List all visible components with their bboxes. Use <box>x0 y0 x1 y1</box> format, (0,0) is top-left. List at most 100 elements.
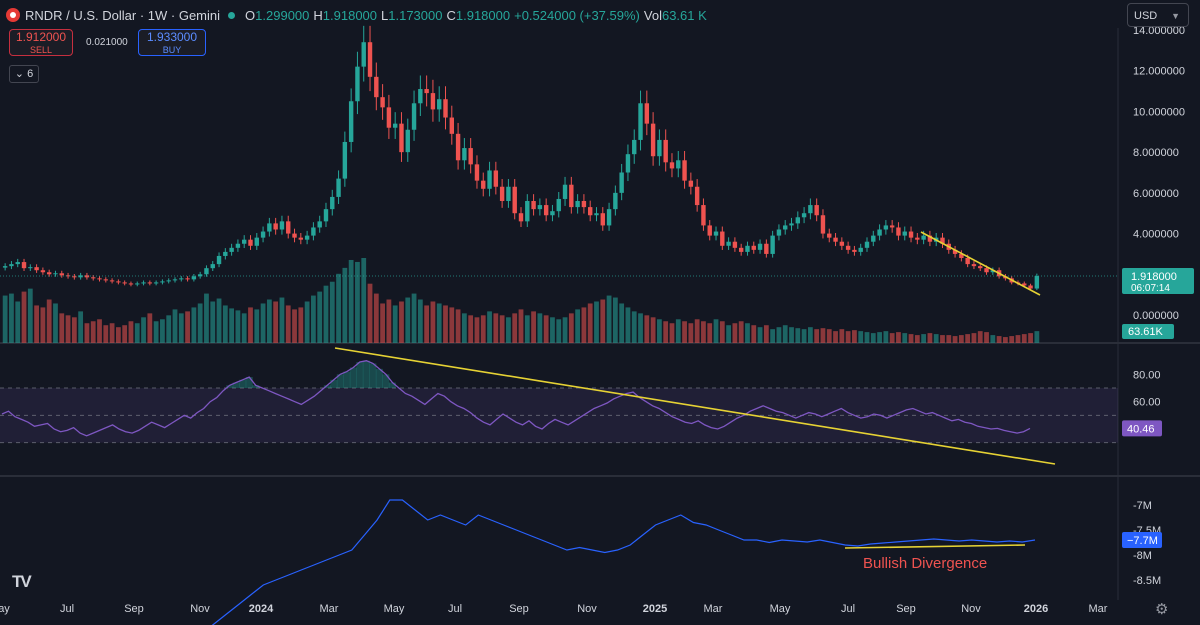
countdown-label: 06:07:14 <box>1131 283 1170 294</box>
volume-bar <box>713 319 719 343</box>
candle <box>279 221 285 230</box>
candle <box>317 221 322 228</box>
volume-bar <box>323 285 329 343</box>
volume-bar <box>311 295 316 343</box>
volume-bar <box>342 267 348 343</box>
volume-bar <box>1015 335 1021 343</box>
volume-bar <box>694 319 700 343</box>
rsi-line <box>1 360 1031 437</box>
volume-bar <box>90 321 96 343</box>
candle <box>827 233 832 238</box>
symbol-title[interactable]: RNDR / U.S. Dollar · 1W · Gemini <box>25 7 221 23</box>
volume-bar <box>782 325 788 343</box>
volume-bar <box>380 303 385 343</box>
candle <box>254 237 259 246</box>
volume-bar <box>141 317 146 343</box>
time-axis-tick-label: May <box>384 603 405 615</box>
volume-bar <box>531 311 536 343</box>
volume-bar <box>518 309 524 343</box>
candle <box>531 201 536 210</box>
volume-bar <box>134 323 140 343</box>
sell-button[interactable]: 1.912000 SELL <box>9 29 73 56</box>
volume-bar <box>329 281 335 343</box>
candle <box>770 235 775 254</box>
volume-badge-label: 63.61K <box>1128 326 1164 338</box>
last-price-label: 1.918000 <box>1131 271 1177 283</box>
candle <box>103 279 109 281</box>
candle <box>569 184 574 208</box>
sell-price: 1.912000 <box>15 30 67 44</box>
indicators-toggle-button[interactable]: ⌄ 6 <box>9 65 39 83</box>
volume-bar <box>373 293 379 343</box>
candle <box>858 247 863 252</box>
candle <box>241 239 247 244</box>
candle <box>336 178 341 197</box>
price-axis-tick-label: 4.000000 <box>1133 229 1179 241</box>
volume-bar <box>59 313 65 343</box>
last-price-badge <box>1122 267 1194 294</box>
volume-bar <box>84 323 90 343</box>
candle <box>40 270 46 273</box>
volume-bar <box>248 307 253 343</box>
candle <box>468 148 473 165</box>
indicators-count: 6 <box>27 68 34 80</box>
volume-bar <box>241 313 247 343</box>
candle <box>650 123 656 157</box>
buy-button[interactable]: 1.933000 BUY <box>138 29 206 56</box>
candle <box>53 273 58 275</box>
volume-bar <box>984 332 989 343</box>
volume-bar <box>738 321 744 343</box>
volume-bar <box>587 303 593 343</box>
volume-bar <box>9 293 14 343</box>
candle <box>701 205 706 226</box>
candle <box>606 209 612 226</box>
volume-bar <box>506 317 511 343</box>
rsi-band <box>0 388 1118 443</box>
volume-bar <box>285 305 291 343</box>
candle <box>921 235 926 240</box>
candle <box>78 275 83 278</box>
candle <box>852 249 857 252</box>
volume-bar <box>669 323 675 343</box>
candle <box>984 268 989 273</box>
volume-bar <box>147 313 153 343</box>
price-axis-tick-label: 6.000000 <box>1133 188 1179 200</box>
volume-bar <box>795 328 801 343</box>
volume-bar <box>65 315 71 343</box>
candle <box>638 103 643 140</box>
volume-bar <box>996 336 1002 343</box>
candle <box>28 267 33 269</box>
obv-axis-tick-label: -8.5M <box>1133 575 1161 587</box>
volume-bar <box>524 315 530 343</box>
time-axis-tick-label: Jul <box>841 603 855 615</box>
candle <box>978 266 983 269</box>
volume-bar <box>864 332 870 343</box>
candle <box>694 186 700 206</box>
volume-bar <box>852 330 857 343</box>
volume-bar <box>443 305 448 343</box>
volume-bar <box>1003 337 1008 343</box>
sell-label: SELL <box>29 45 53 55</box>
gear-icon[interactable]: ⚙ <box>1155 601 1169 618</box>
candle <box>59 273 64 276</box>
currency-select[interactable]: USD ▼ <box>1127 3 1189 27</box>
volume-bar <box>97 319 102 343</box>
candle <box>738 247 744 252</box>
candle <box>260 231 266 238</box>
volume-bar <box>638 313 643 343</box>
chevron-down-icon: ▼ <box>1171 11 1180 21</box>
candle <box>676 160 681 169</box>
candle <box>808 205 813 214</box>
candle <box>418 89 423 104</box>
volume-bar <box>965 334 971 343</box>
obv-value-badge <box>1122 532 1162 548</box>
volume-bar <box>833 331 838 343</box>
candle <box>663 139 668 163</box>
candle <box>399 123 404 153</box>
volume-bar <box>946 335 952 343</box>
candle <box>940 237 945 244</box>
volume-bar <box>896 332 901 343</box>
time-axis-tick-label: Mar <box>320 603 339 615</box>
volume-bar <box>770 329 776 343</box>
